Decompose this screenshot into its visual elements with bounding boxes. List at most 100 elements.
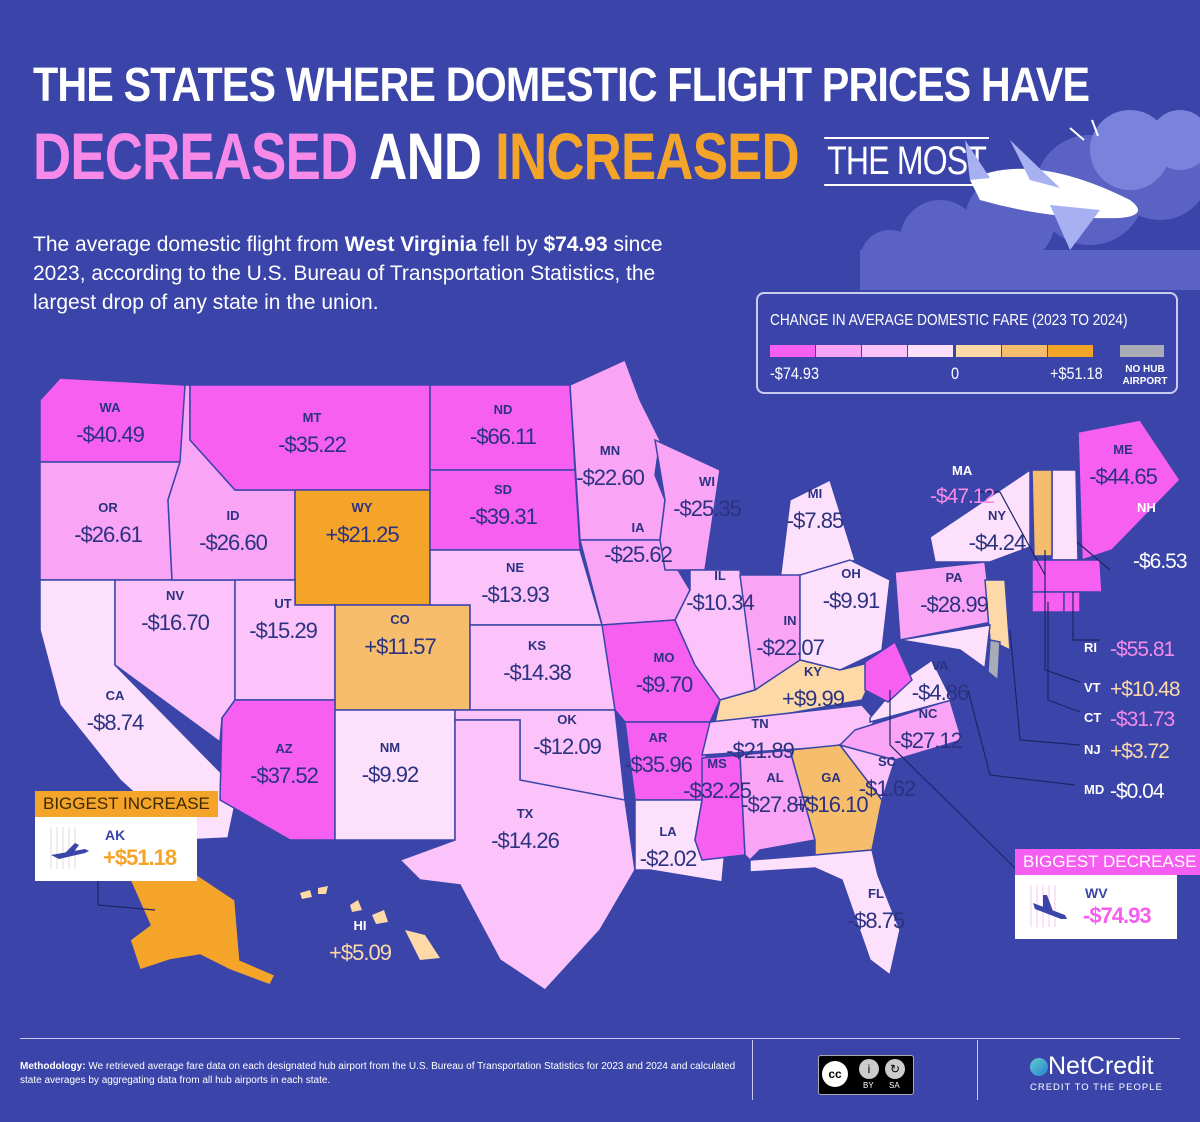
- state-value-label: -$28.99: [920, 592, 988, 617]
- state-code-label: MI: [808, 486, 822, 501]
- biggest-increase-value: +$51.18: [103, 845, 177, 870]
- intro-state: West Virginia: [344, 233, 477, 256]
- state-value-label: +$16.10: [794, 792, 868, 817]
- cc-license-badge[interactable]: cc i ↻ BY SA: [818, 1055, 914, 1095]
- state-wi[interactable]: [654, 438, 721, 571]
- state-code-label: NM: [380, 740, 400, 755]
- state-value-label: -$10.34: [686, 590, 754, 615]
- state-value-label: -$35.96: [624, 752, 692, 777]
- state-wa[interactable]: [39, 377, 186, 463]
- state-code-label: ND: [494, 402, 513, 417]
- title-decreased: DECREASED: [33, 119, 358, 193]
- state-code-label: ID: [227, 508, 240, 523]
- state-or[interactable]: [39, 461, 182, 581]
- legend-zero: 0: [951, 364, 960, 383]
- state-hi[interactable]: [300, 886, 440, 960]
- title-and: AND: [369, 119, 482, 193]
- state-value-label: -$39.31: [469, 504, 537, 529]
- cc-icon: cc: [822, 1061, 848, 1087]
- state-de[interactable]: [987, 639, 1001, 682]
- state-ny[interactable]: [929, 468, 1031, 563]
- state-value-label: -$32.25: [683, 778, 751, 803]
- legend-min: -$74.93: [770, 364, 820, 383]
- state-md[interactable]: [899, 624, 991, 670]
- biggest-increase-callout: BIGGEST INCREASE AK +$51.18: [35, 791, 218, 881]
- state-code-label: AL: [766, 770, 783, 785]
- state-value-label: -$26.61: [74, 522, 142, 547]
- state-code-label: IA: [632, 520, 646, 535]
- state-code-label: WY: [352, 500, 373, 515]
- state-code-label: GA: [821, 770, 841, 785]
- legend-swatch: [956, 345, 1001, 357]
- state-fl[interactable]: [749, 849, 901, 977]
- leader-line: [97, 880, 156, 911]
- footer-divider: [20, 1038, 1180, 1039]
- biggest-increase-state: AK: [105, 827, 126, 843]
- state-value-label: -$27.12: [894, 728, 962, 753]
- state-code-label: MA: [952, 463, 973, 478]
- state-code-label: CO: [390, 612, 410, 627]
- state-code-label: UT: [274, 596, 291, 611]
- intro-text: since 2023, according to the U.S. Bureau…: [33, 233, 663, 314]
- state-wv[interactable]: [864, 640, 913, 703]
- state-value-label: +$10.48: [1110, 678, 1180, 701]
- state-code-label: AZ: [275, 741, 292, 756]
- legend-swatch: [1048, 345, 1093, 357]
- state-ak[interactable]: [128, 869, 277, 986]
- methodology-text: We retrieved average fare data on each d…: [20, 1061, 736, 1086]
- title-line-1: THE STATES WHERE DOMESTIC FLIGHT PRICES …: [33, 59, 1090, 112]
- legend-swatch: [770, 345, 815, 357]
- state-code-label: FL: [868, 886, 884, 901]
- biggest-increase-heading: BIGGEST INCREASE: [35, 791, 218, 817]
- airplane-icon: [50, 827, 89, 869]
- state-vt[interactable]: [1031, 469, 1053, 557]
- state-ri[interactable]: [1063, 591, 1081, 613]
- state-value-label: -$21.89: [726, 738, 794, 763]
- state-value-label: -$47.12: [930, 485, 995, 508]
- state-value-label: -$25.35: [673, 496, 741, 521]
- leader-line: [1072, 592, 1100, 641]
- attribution-icon: i: [859, 1059, 879, 1079]
- leader-line: [1044, 550, 1081, 683]
- state-code-label: NC: [919, 706, 938, 721]
- state-value-label: -$9.91: [823, 588, 880, 613]
- state-value-label: -$66.11: [470, 424, 537, 449]
- state-code-label: PA: [945, 570, 963, 585]
- leader-line: [889, 690, 1016, 869]
- state-value-label: -$14.38: [503, 660, 571, 685]
- state-value-label: -$2.02: [640, 846, 697, 871]
- state-value-label: +$9.99: [782, 686, 845, 711]
- legend-swatch: [908, 345, 953, 357]
- state-me[interactable]: [1077, 419, 1181, 562]
- leader-line: [1076, 541, 1111, 571]
- state-code-label: WA: [100, 400, 122, 415]
- state-value-label: -$0.04: [1110, 780, 1165, 803]
- state-value-label: -$9.70: [636, 672, 693, 697]
- state-value-label: -$6.53: [1133, 550, 1187, 573]
- license-by: BY: [863, 1081, 874, 1090]
- state-value-label: -$9.92: [362, 762, 419, 787]
- legend-swatch: [1002, 345, 1047, 357]
- leader-line: [975, 491, 1046, 576]
- state-code-label: SC: [878, 754, 897, 769]
- state-code-label: MO: [654, 650, 675, 665]
- state-code-label: TN: [751, 716, 768, 731]
- netcredit-logo[interactable]: NetCredit CREDIT TO THE PEOPLE: [1030, 1052, 1162, 1093]
- state-nj[interactable]: [984, 579, 1011, 652]
- state-ma[interactable]: [1031, 559, 1103, 593]
- state-value-label: -$22.07: [756, 635, 824, 660]
- intro-text: fell by: [476, 233, 544, 256]
- color-legend: CHANGE IN AVERAGE DOMESTIC FARE (2023 TO…: [756, 292, 1178, 394]
- airplane-illustration: [860, 110, 1200, 290]
- legend-title: CHANGE IN AVERAGE DOMESTIC FARE (2023 TO…: [770, 312, 1128, 329]
- state-value-label: -$44.65: [1089, 464, 1157, 489]
- state-tx[interactable]: [398, 719, 636, 991]
- state-value-label: -$22.60: [576, 465, 644, 490]
- state-code-label: IN: [784, 613, 797, 628]
- state-code-label: WI: [699, 474, 715, 489]
- state-code-label: VT: [1084, 680, 1101, 695]
- state-value-label: -$4.86: [912, 680, 969, 705]
- state-code-label: HI: [354, 918, 367, 933]
- intro-text: The average domestic flight from: [33, 233, 345, 256]
- state-nh[interactable]: [1051, 469, 1079, 561]
